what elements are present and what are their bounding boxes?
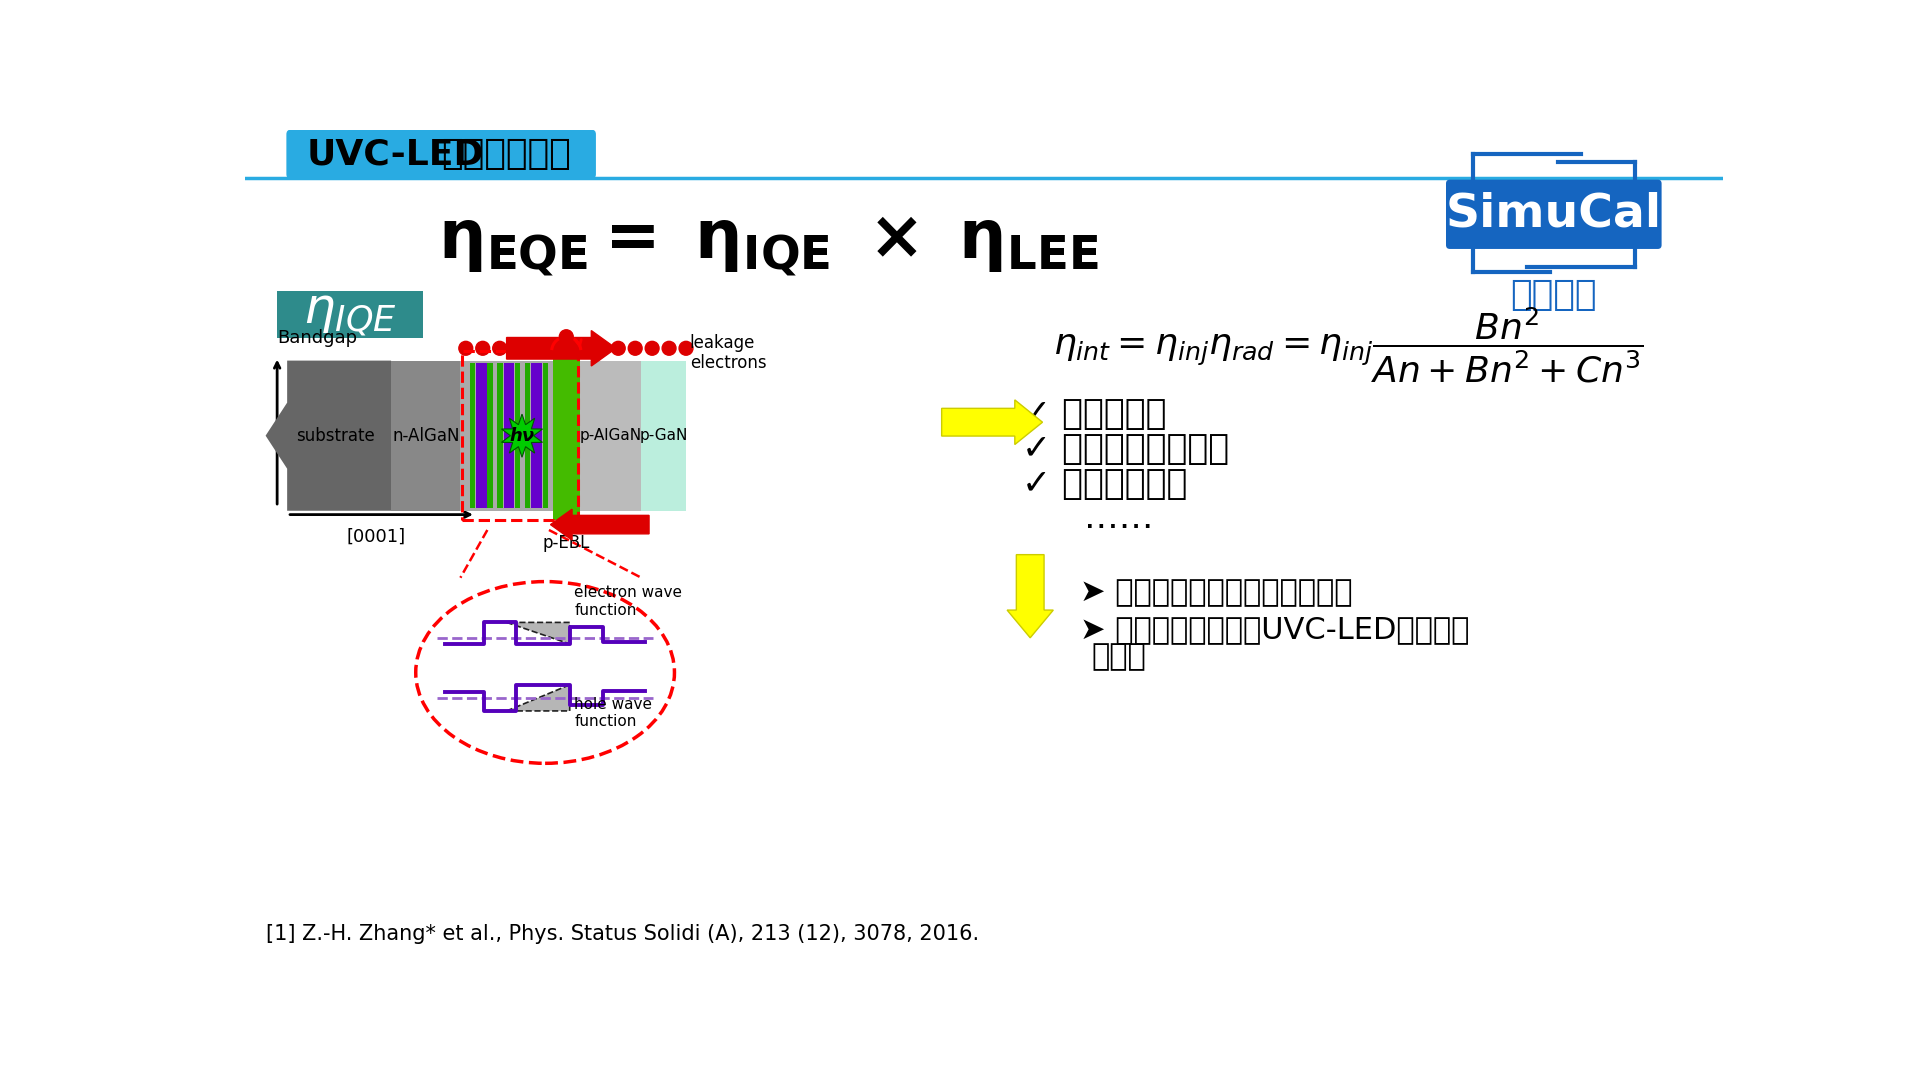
Bar [641,361,685,511]
Bar [503,363,515,509]
Circle shape [509,341,524,355]
Text: ✓ 极化效应严重: ✓ 极化效应严重 [1023,467,1188,501]
Text: hν: hν [509,427,534,445]
Circle shape [611,341,626,355]
Polygon shape [501,414,543,457]
Polygon shape [507,685,570,711]
Bar [553,363,559,509]
Bar [488,363,493,509]
Text: substrate: substrate [296,427,374,445]
Bar [276,292,424,337]
Bar [524,363,530,509]
Circle shape [493,341,507,355]
Text: hole wave
function: hole wave function [574,697,653,729]
Text: Bandgap: Bandgap [276,328,357,347]
Bar [580,361,641,511]
Text: n-AlGaN: n-AlGaN [392,427,459,445]
Bar [532,363,541,509]
Text: ➤ 芯片仿真设计利于UVC-LED器件性能: ➤ 芯片仿真设计利于UVC-LED器件性能 [1081,616,1469,645]
Text: ✓ 载流子注入效率差: ✓ 载流子注入效率差 [1023,432,1229,467]
Circle shape [559,329,574,343]
Polygon shape [507,622,570,644]
Bar [515,363,520,509]
FancyArrow shape [551,509,649,540]
Bar [392,361,461,511]
Circle shape [561,341,574,355]
Text: [1] Z.-H. Zhang* et al., Phys. Status Solidi (A), 213 (12), 3078, 2016.: [1] Z.-H. Zhang* et al., Phys. Status So… [267,924,979,944]
Circle shape [476,341,490,355]
Circle shape [526,341,541,355]
Text: leakage
electrons: leakage electrons [689,334,766,373]
Text: $\eta_{IQE}$: $\eta_{IQE}$ [303,291,397,338]
FancyArrow shape [941,400,1043,445]
Text: [0001]: [0001] [346,528,405,545]
Bar [461,361,580,511]
Text: 的改善: 的改善 [1092,643,1146,672]
Bar [553,347,580,519]
Ellipse shape [417,582,674,764]
Circle shape [662,341,676,355]
Bar [476,363,486,509]
Bar [559,363,570,509]
Bar [543,363,549,509]
Bar [497,363,503,509]
Text: SimuCal: SimuCal [1446,192,1663,237]
Text: electron wave
function: electron wave function [574,585,682,618]
Text: p-AlGaN: p-AlGaN [580,428,641,443]
Text: 发展限制因素: 发展限制因素 [442,137,570,172]
Bar [463,351,578,519]
Text: UVC-LED: UVC-LED [307,137,484,172]
FancyBboxPatch shape [286,130,595,179]
FancyBboxPatch shape [1446,179,1661,249]
Text: 赛米卡尔: 赛米卡尔 [1511,279,1597,312]
Text: ➤ 微观机制的分析显得尤为重要: ➤ 微观机制的分析显得尤为重要 [1081,579,1354,608]
Circle shape [578,341,591,355]
Circle shape [645,341,659,355]
Text: p-GaN: p-GaN [639,428,687,443]
Text: ✓ 位错密度高: ✓ 位错密度高 [1023,397,1167,432]
Circle shape [680,341,693,355]
Bar [470,363,474,509]
Text: p-EBL: p-EBL [543,534,589,552]
Text: $\mathbf{\eta_{EQE}=\ \eta_{IQE}\ \times\ \eta_{LEE}}$: $\mathbf{\eta_{EQE}=\ \eta_{IQE}\ \times… [438,212,1098,278]
Circle shape [459,341,472,355]
Circle shape [543,341,557,355]
Circle shape [595,341,609,355]
Text: ……: …… [1085,501,1154,536]
Circle shape [628,341,641,355]
FancyArrow shape [1008,555,1054,638]
Bar [570,363,576,509]
Polygon shape [265,361,392,511]
FancyArrow shape [507,330,616,366]
Text: $\eta_{int} = \eta_{inj}\eta_{rad} = \eta_{inj}\dfrac{Bn^2}{An + Bn^2 + Cn^3}$: $\eta_{int} = \eta_{inj}\eta_{rad} = \et… [1054,306,1644,386]
